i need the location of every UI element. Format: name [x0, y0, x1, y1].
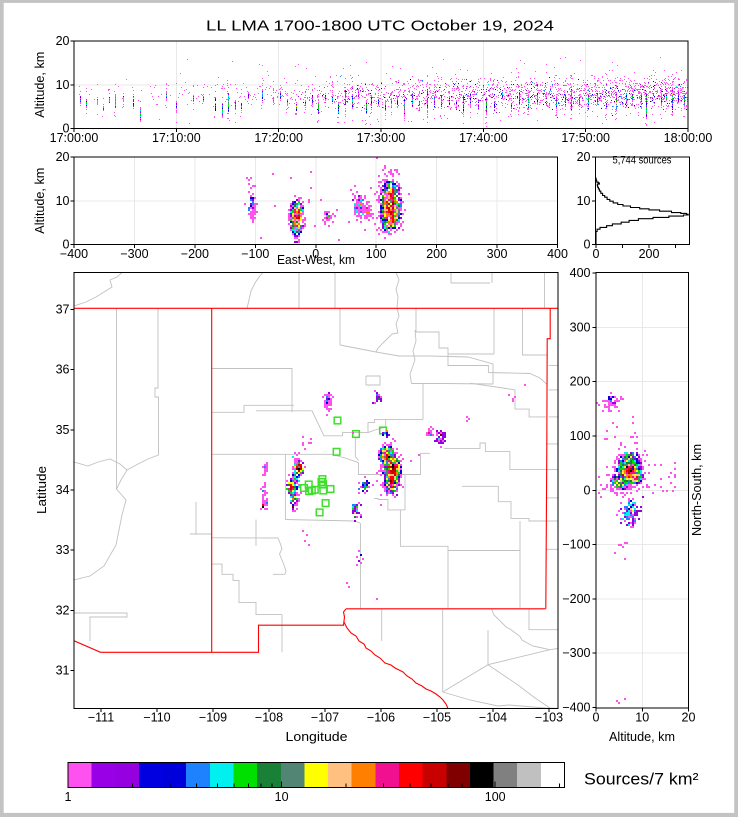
svg-text:10: 10	[56, 78, 70, 92]
svg-text:North-South, km: North-South, km	[690, 444, 704, 536]
svg-text:100: 100	[366, 247, 387, 261]
svg-text:−110: −110	[143, 711, 170, 725]
svg-text:East-West, km: East-West, km	[277, 253, 355, 267]
svg-text:−200: −200	[181, 247, 209, 261]
svg-text:0: 0	[593, 247, 600, 261]
svg-text:−100: −100	[241, 247, 269, 261]
svg-text:20: 20	[682, 711, 696, 725]
svg-text:10: 10	[56, 194, 70, 208]
svg-text:−400: −400	[562, 701, 590, 715]
svg-text:17:40:00: 17:40:00	[459, 131, 508, 145]
svg-text:32: 32	[56, 603, 70, 617]
svg-text:100: 100	[570, 429, 591, 443]
svg-text:200: 200	[639, 247, 660, 261]
svg-text:10: 10	[577, 194, 591, 208]
svg-text:−107: −107	[311, 711, 339, 725]
svg-text:−105: −105	[423, 711, 451, 725]
svg-text:18:00:00: 18:00:00	[664, 131, 713, 145]
svg-text:−300: −300	[562, 646, 590, 660]
svg-text:200: 200	[426, 247, 447, 261]
svg-text:31: 31	[56, 664, 70, 678]
svg-text:20: 20	[56, 150, 70, 164]
svg-text:33: 33	[56, 543, 70, 557]
svg-text:17:10:00: 17:10:00	[152, 131, 201, 145]
svg-text:−100: −100	[562, 538, 590, 552]
svg-text:17:00:00: 17:00:00	[50, 131, 99, 145]
svg-text:0: 0	[584, 483, 591, 497]
svg-text:−104: −104	[479, 711, 507, 725]
svg-text:−300: −300	[120, 247, 148, 261]
svg-text:100: 100	[485, 790, 506, 804]
svg-text:34: 34	[56, 483, 70, 497]
svg-text:17:20:00: 17:20:00	[254, 131, 303, 145]
svg-text:LL LMA 1700-1800 UTC October 1: LL LMA 1700-1800 UTC October 19, 2024	[206, 18, 554, 35]
svg-text:17:30:00: 17:30:00	[357, 131, 406, 145]
svg-text:−106: −106	[367, 711, 395, 725]
svg-text:0: 0	[63, 238, 70, 252]
svg-text:Altitude, km: Altitude, km	[33, 52, 47, 118]
svg-text:10: 10	[275, 790, 289, 804]
svg-text:Latitude: Latitude	[35, 466, 49, 514]
svg-text:0: 0	[63, 122, 70, 136]
svg-text:−108: −108	[255, 711, 283, 725]
svg-text:200: 200	[570, 375, 591, 389]
svg-text:0: 0	[593, 711, 600, 725]
svg-text:17:50:00: 17:50:00	[561, 131, 610, 145]
svg-text:10: 10	[635, 711, 649, 725]
svg-text:5,744 sources: 5,744 sources	[613, 155, 672, 167]
svg-text:−400: −400	[60, 247, 88, 261]
svg-text:300: 300	[487, 247, 508, 261]
svg-text:−103: −103	[535, 711, 563, 725]
svg-text:35: 35	[56, 423, 70, 437]
svg-text:400: 400	[570, 266, 591, 280]
svg-text:400: 400	[547, 247, 568, 261]
svg-text:−200: −200	[562, 592, 590, 606]
svg-text:300: 300	[570, 320, 591, 334]
svg-text:20: 20	[577, 150, 591, 164]
svg-text:Altitude, km: Altitude, km	[33, 168, 47, 234]
svg-text:1: 1	[65, 790, 72, 804]
svg-text:−109: −109	[199, 711, 227, 725]
svg-text:0: 0	[584, 238, 591, 252]
svg-text:Sources/7 km²: Sources/7 km²	[584, 770, 699, 789]
svg-text:Longitude: Longitude	[286, 730, 348, 744]
svg-text:Altitude, km: Altitude, km	[609, 730, 675, 744]
svg-text:0: 0	[312, 247, 319, 261]
svg-text:37: 37	[56, 302, 70, 316]
svg-text:20: 20	[56, 34, 70, 48]
svg-text:36: 36	[56, 363, 70, 377]
svg-text:−111: −111	[88, 711, 114, 725]
